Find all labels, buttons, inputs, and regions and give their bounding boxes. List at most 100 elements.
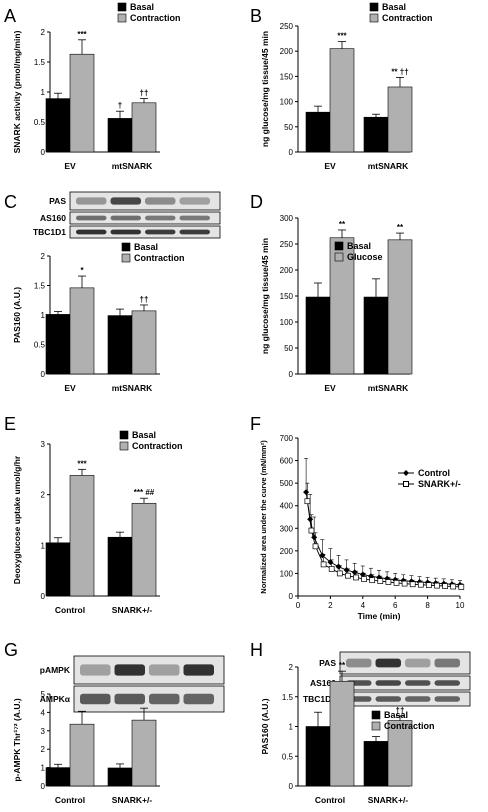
y-tick-label: 50 bbox=[284, 344, 293, 353]
data-point bbox=[320, 561, 327, 568]
y-tick-label: 0 bbox=[289, 148, 294, 157]
bar-snark-treated bbox=[387, 720, 413, 787]
y-axis-label: PAS160 (A.U.) bbox=[12, 287, 22, 343]
bar-control-treated bbox=[69, 475, 95, 597]
bar-control-basal bbox=[45, 542, 71, 597]
panel-letter-d: D bbox=[250, 192, 263, 212]
bar-snark-basal bbox=[363, 741, 389, 787]
y-tick-label: 2 bbox=[41, 745, 46, 754]
significance-label: * bbox=[80, 266, 84, 275]
blot-label: PAS bbox=[49, 196, 66, 206]
legend-label-1: Contraction bbox=[132, 441, 183, 451]
data-point bbox=[351, 569, 358, 576]
legend-label-0: Basal bbox=[130, 2, 154, 12]
legend-label-0: Basal bbox=[382, 2, 406, 12]
data-point bbox=[369, 577, 376, 584]
data-point bbox=[442, 583, 448, 589]
category-label: mtSNARK bbox=[368, 161, 409, 171]
panel-letter-h: H bbox=[250, 640, 263, 660]
bar-snark-basal bbox=[107, 536, 133, 597]
y-tick-label: 150 bbox=[280, 292, 294, 301]
blot-label: pAMPK bbox=[40, 665, 71, 675]
blot-band bbox=[375, 696, 401, 702]
bar-ev-treated bbox=[329, 48, 355, 153]
blot-band bbox=[76, 197, 107, 205]
blot-band bbox=[183, 693, 214, 705]
data-point bbox=[336, 570, 343, 577]
blot-band bbox=[80, 664, 111, 676]
blot-band bbox=[145, 229, 176, 235]
blot-band bbox=[145, 197, 176, 205]
western-blot-g: pAMPK AMPKα bbox=[40, 655, 225, 713]
data-point bbox=[385, 579, 392, 585]
y-tick-label: 2 bbox=[41, 28, 46, 37]
y-axis-label: ng glucose/mg tissue/45 min bbox=[260, 31, 270, 147]
blot-band bbox=[405, 658, 431, 668]
y-axis-label: Deoxyglucose uptake umol/g/hr bbox=[12, 455, 22, 584]
blot-label: TBC1D1 bbox=[33, 227, 66, 237]
blot-band bbox=[114, 664, 145, 676]
legend-swatch-0 bbox=[371, 710, 381, 720]
blot-band bbox=[375, 680, 401, 686]
data-point bbox=[450, 583, 457, 590]
bar-ev-basal bbox=[45, 314, 71, 375]
blot-band bbox=[80, 693, 111, 705]
y-tick-label: 0.5 bbox=[34, 118, 46, 127]
blot-band bbox=[179, 229, 210, 235]
x-tick-label: 8 bbox=[425, 601, 430, 610]
legend-swatch-1 bbox=[119, 441, 129, 451]
blot-label: PAS bbox=[319, 658, 336, 668]
chart-d: 0 50 100 150 200 250 300 ng glucose/mg tissue/4… bbox=[260, 214, 413, 393]
y-tick-label: 250 bbox=[280, 22, 294, 31]
blot-label: AMPKα bbox=[40, 694, 71, 704]
category-label: Control bbox=[55, 795, 85, 805]
legend-swatch-0 bbox=[117, 2, 127, 12]
y-tick-label: 2 bbox=[41, 252, 46, 261]
bar-ev-basal bbox=[45, 98, 71, 153]
blot-band bbox=[375, 658, 401, 668]
bar-control-treated bbox=[69, 723, 95, 787]
significance-label: ** bbox=[339, 661, 346, 670]
blot-band bbox=[434, 680, 460, 686]
y-tick-label: 1.5 bbox=[282, 693, 294, 702]
blot-band bbox=[149, 664, 180, 676]
chart-e: 0 1 2 3 Deoxyglucose uptake umol/g/hr *** Cont… bbox=[12, 440, 160, 615]
significance-label: ** bbox=[339, 220, 346, 229]
data-point bbox=[308, 527, 315, 534]
bar-ev-treated bbox=[69, 287, 95, 375]
significance-label: *** bbox=[77, 30, 87, 39]
y-tick-label: 300 bbox=[280, 524, 294, 533]
category-label: mtSNARK bbox=[112, 383, 153, 393]
y-tick-label: 0 bbox=[41, 148, 46, 157]
bar-snark-treated bbox=[131, 502, 157, 597]
panel-letter-c: C bbox=[4, 192, 17, 212]
data-point bbox=[361, 576, 367, 582]
bar-mtsnark-basal bbox=[363, 296, 389, 375]
category-label: EV bbox=[324, 383, 336, 393]
y-tick-label: 0 bbox=[289, 370, 294, 379]
y-tick-label: 100 bbox=[280, 569, 294, 578]
blot-band bbox=[183, 664, 214, 676]
y-tick-label: 250 bbox=[280, 240, 294, 249]
chart-g: 0 1 2 3 4 5 p-AMPK Thr¹⁷² (A.U.) Control SNARK+/… bbox=[12, 690, 160, 805]
bar-ev-basal bbox=[305, 111, 331, 153]
y-tick-label: 1 bbox=[289, 723, 294, 732]
legend-label-0: Basal bbox=[132, 430, 156, 440]
y-tick-label: 100 bbox=[280, 318, 294, 327]
significance-label: *** bbox=[77, 459, 87, 468]
legend-swatch-1 bbox=[117, 13, 127, 23]
blot-band bbox=[434, 696, 460, 702]
data-point bbox=[458, 584, 465, 590]
y-axis-label: PAS160 (A.U.) bbox=[260, 698, 270, 754]
legend-swatch-1 bbox=[371, 721, 381, 731]
bar-mtsnark-basal bbox=[107, 118, 133, 153]
y-tick-label: 3 bbox=[41, 440, 46, 449]
legend-label-1: Contraction bbox=[384, 721, 435, 731]
category-label: SNARK+/- bbox=[112, 795, 153, 805]
blot-band bbox=[149, 693, 180, 705]
x-tick-label: 2 bbox=[328, 601, 333, 610]
bar-snark-treated bbox=[131, 719, 157, 787]
category-label: EV bbox=[324, 161, 336, 171]
legend-label-1: Contraction bbox=[134, 253, 185, 263]
y-axis-label: SNARK activity (pmol/mg/min) bbox=[12, 30, 22, 153]
